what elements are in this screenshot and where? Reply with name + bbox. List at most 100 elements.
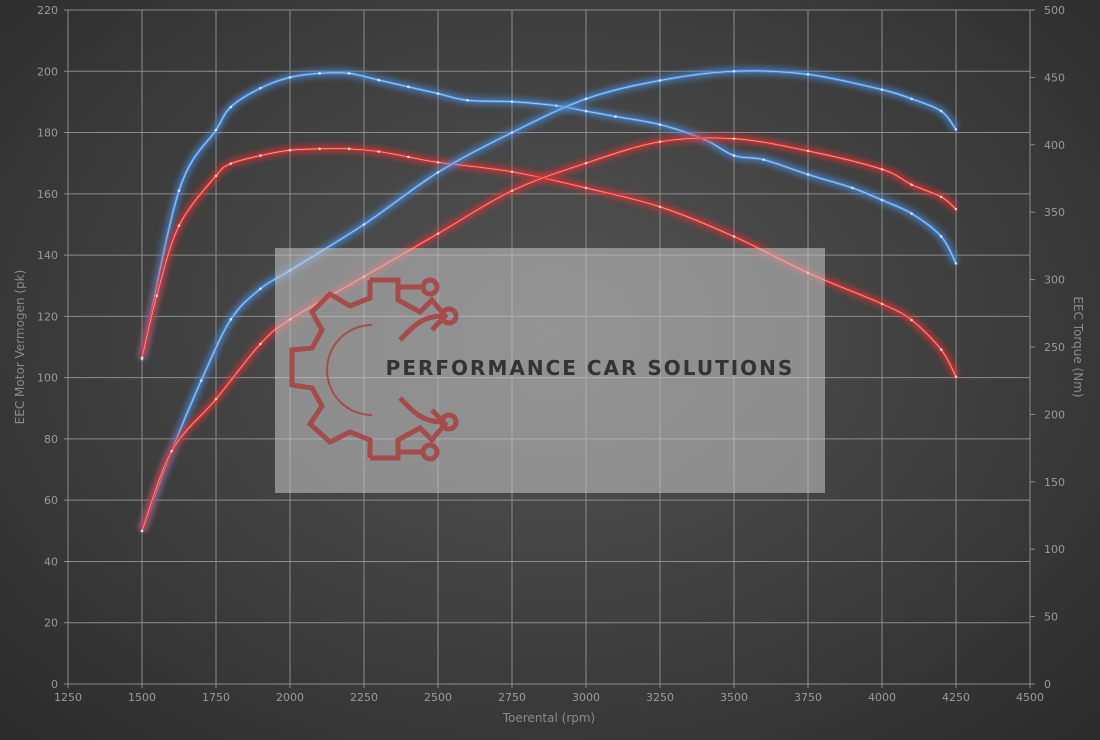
data-point — [318, 72, 321, 75]
y-axis-right-label: EEC Torque (Nm) — [1071, 296, 1085, 397]
series-highlight — [141, 72, 957, 360]
data-point — [229, 318, 233, 321]
watermark: PERFORMANCE CAR SOLUTIONS — [275, 248, 825, 493]
x-tick-label: 3000 — [572, 691, 600, 704]
data-point — [939, 235, 943, 238]
data-point — [614, 115, 617, 118]
data-point — [910, 97, 913, 101]
data-point — [658, 140, 662, 144]
data-point — [466, 99, 469, 102]
data-point — [584, 186, 588, 190]
gear-logo-icon — [289, 277, 459, 462]
data-point — [880, 302, 884, 306]
x-tick-label: 1250 — [54, 691, 82, 704]
x-tick-label: 3250 — [646, 691, 674, 704]
x-tick-label: 1750 — [202, 691, 230, 704]
data-point — [732, 235, 736, 238]
data-point — [732, 154, 736, 157]
y-right-tick-label: 50 — [1044, 611, 1058, 624]
watermark-box — [275, 248, 825, 493]
x-axis-label: Toerental (rpm) — [502, 711, 595, 725]
data-point — [229, 105, 233, 109]
y-tick-label: 160 — [37, 188, 58, 201]
y-tick-label: 180 — [37, 127, 58, 140]
y-tick-label: 120 — [37, 310, 58, 323]
y-right-tick-label: 500 — [1044, 4, 1065, 17]
data-point — [954, 207, 958, 211]
data-point — [259, 287, 262, 291]
data-point — [377, 78, 381, 82]
data-point — [939, 109, 943, 113]
data-point — [214, 128, 218, 132]
data-point — [806, 73, 810, 76]
data-point — [954, 128, 958, 131]
y-right-tick-label: 150 — [1044, 476, 1065, 489]
x-tick-label: 2250 — [350, 691, 378, 704]
data-point — [658, 123, 662, 126]
data-point — [954, 375, 958, 378]
y-tick-label: 40 — [44, 555, 58, 568]
data-point — [259, 86, 262, 90]
data-point — [851, 186, 854, 190]
data-point — [362, 223, 366, 226]
data-point — [806, 173, 810, 176]
x-tick-label: 1500 — [128, 691, 156, 704]
data-point — [436, 232, 440, 235]
data-point — [732, 69, 736, 73]
y-right-tick-label: 400 — [1044, 139, 1065, 152]
x-tick-label: 4250 — [942, 691, 970, 704]
data-point — [436, 161, 440, 164]
y-tick-label: 80 — [44, 433, 58, 446]
y-right-tick-label: 350 — [1044, 206, 1065, 219]
y-axis-label: EEC Motor Vermogen (pk) — [13, 270, 27, 425]
data-point — [584, 97, 588, 101]
data-point — [214, 174, 218, 178]
data-point — [555, 104, 558, 108]
data-point — [510, 100, 514, 103]
data-point — [762, 158, 765, 161]
data-point — [910, 212, 913, 215]
data-point — [259, 342, 262, 346]
data-point — [510, 170, 514, 174]
data-point — [318, 147, 321, 151]
data-point — [347, 72, 351, 75]
x-tick-label: 2500 — [424, 691, 452, 704]
data-point — [140, 529, 144, 533]
y-tick-label: 0 — [51, 678, 58, 691]
data-point — [510, 131, 514, 134]
y-right-tick-label: 0 — [1044, 678, 1051, 691]
data-point — [288, 76, 292, 79]
data-point — [177, 189, 181, 192]
data-point — [140, 356, 144, 360]
axis-ticks: 1250 1500 1750 2000 2250 2500 2750 3000 3250 3500… — [37, 4, 1065, 704]
y-tick-label: 220 — [37, 4, 58, 17]
data-point — [510, 189, 514, 193]
data-point — [658, 79, 662, 82]
x-tick-label: 3750 — [794, 691, 822, 704]
data-point — [584, 109, 588, 113]
data-point — [214, 397, 218, 401]
series-highlight — [141, 148, 957, 377]
x-tick-label: 3500 — [720, 691, 748, 704]
y-tick-label: 100 — [37, 372, 58, 385]
data-point — [658, 205, 662, 209]
y-right-tick-label: 100 — [1044, 543, 1065, 556]
data-point — [584, 161, 588, 165]
data-point — [347, 147, 351, 151]
data-point — [939, 195, 943, 199]
data-point — [880, 198, 884, 202]
x-tick-label: 2750 — [498, 691, 526, 704]
data-point — [377, 150, 381, 153]
data-point — [910, 318, 913, 322]
y-tick-label: 60 — [44, 494, 58, 507]
data-point — [732, 137, 736, 140]
data-point — [939, 348, 943, 351]
x-tick-label: 4500 — [1016, 691, 1044, 704]
data-point — [806, 149, 810, 153]
y-tick-label: 200 — [37, 65, 58, 78]
data-point — [880, 88, 884, 91]
data-point — [436, 92, 440, 95]
data-point — [407, 85, 410, 89]
y-right-tick-label: 250 — [1044, 341, 1065, 354]
data-point — [177, 224, 181, 227]
